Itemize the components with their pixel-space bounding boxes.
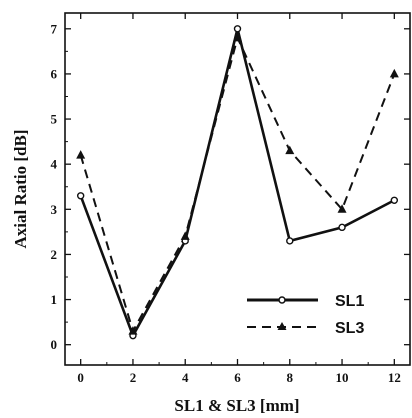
x-tick-label: 8 — [287, 370, 294, 385]
data-point-sl1 — [286, 237, 294, 245]
legend-label-sl1: SL1 — [335, 293, 364, 310]
series-line-sl3 — [79, 34, 396, 334]
x-tick-label: 6 — [234, 370, 241, 385]
y-tick-label: 1 — [51, 292, 58, 307]
data-point-sl3 — [180, 231, 190, 240]
data-point-sl3 — [389, 68, 399, 78]
data-point-sl1 — [233, 25, 242, 33]
data-point-sl1 — [76, 192, 85, 200]
x-axis-title: SL1 & SL3 [mm] — [174, 396, 299, 415]
legend: SL1 SL3 — [247, 293, 364, 337]
data-point-sl3 — [76, 150, 86, 159]
x-tick-label: 12 — [388, 370, 401, 385]
x-tick-label: 4 — [182, 370, 189, 385]
plot-frame — [64, 12, 411, 366]
data-point-sl3 — [233, 32, 242, 42]
y-tick-label: 6 — [51, 66, 58, 81]
y-axis-title: Axial Ratio [dB] — [11, 130, 30, 249]
series-lines — [79, 28, 396, 339]
y-tick-label: 3 — [51, 202, 58, 217]
legend-marker-sl3 — [277, 322, 287, 330]
data-point-sl3 — [285, 145, 295, 155]
series-markers — [76, 25, 399, 340]
y-tick-label: 0 — [51, 337, 58, 352]
series-line-sl1 — [79, 28, 395, 339]
y-tick-label: 5 — [51, 112, 58, 127]
data-point-sl3 — [128, 326, 138, 335]
x-tick-label: 2 — [130, 370, 137, 385]
y-tick-label: 4 — [51, 157, 58, 172]
legend-marker-sl1 — [278, 296, 286, 304]
data-point-sl1 — [338, 223, 346, 232]
legend-label-sl3: SL3 — [335, 320, 364, 337]
x-tick-label: 0 — [77, 370, 84, 385]
x-tick-label: 10 — [336, 370, 349, 385]
y-tick-label: 7 — [51, 21, 58, 36]
data-point-sl3 — [337, 204, 347, 213]
data-point-sl1 — [390, 196, 399, 204]
y-tick-label: 2 — [51, 247, 58, 262]
